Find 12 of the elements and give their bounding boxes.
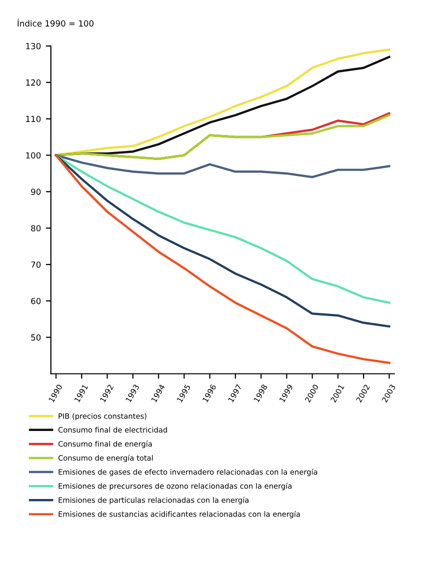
y-tick-label: 70 <box>31 261 41 268</box>
y-tick-label: 50 <box>31 334 41 341</box>
y-tick-label: 100 <box>26 152 41 159</box>
y-tick-label: 120 <box>26 79 41 86</box>
y-tick-label: 130 <box>26 42 41 50</box>
y-tick-label: 60 <box>31 298 41 304</box>
chart-title: Índice 1990 = 100 <box>18 18 94 27</box>
line-series <box>54 154 390 178</box>
y-tick-label: 110 <box>26 116 41 122</box>
y-tick-label: 80 <box>31 225 41 232</box>
line-series <box>54 154 390 364</box>
y-tick-label: 90 <box>31 188 41 195</box>
